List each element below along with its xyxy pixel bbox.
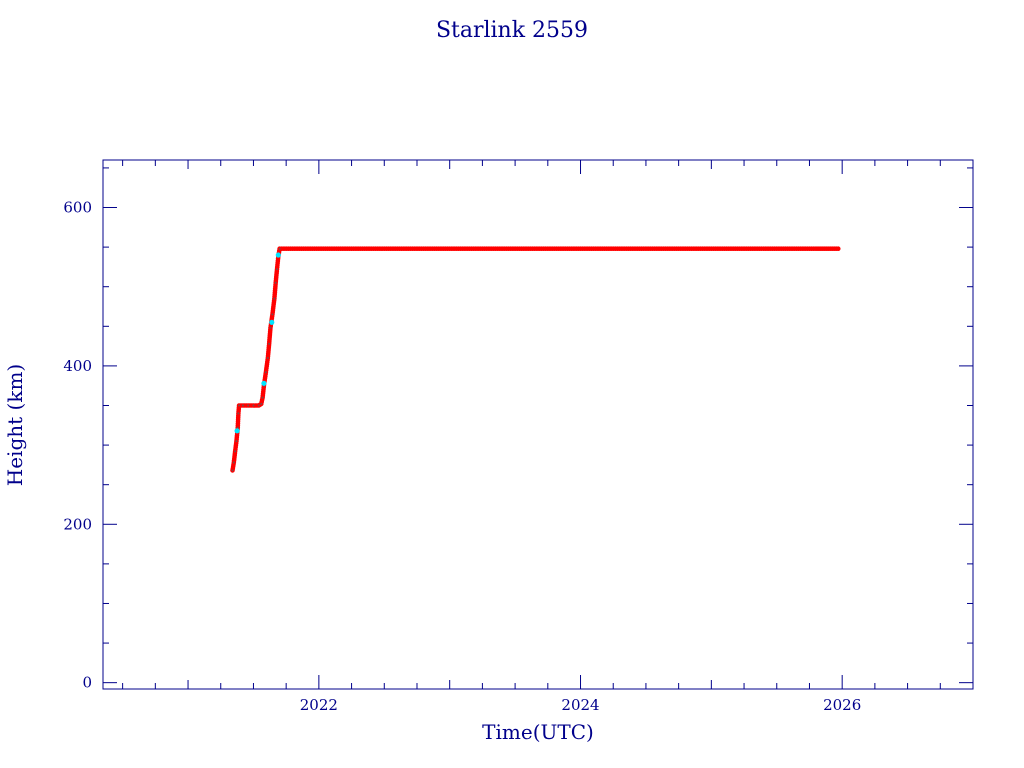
data-point-accent: [236, 426, 239, 429]
data-point-accent: [269, 326, 272, 329]
data-point-accent: [268, 342, 271, 345]
data-point-accent: [238, 404, 241, 407]
data-points: [230, 246, 841, 473]
data-point-accent: [234, 450, 237, 453]
data-point-secondary: [261, 380, 267, 386]
data-point-accent: [235, 440, 238, 443]
data-point-secondary: [275, 252, 281, 258]
data-point-accent: [241, 404, 244, 407]
data-point: [835, 246, 841, 251]
axis-tick-labels: 2022 2024 2026 0 200 400 600: [63, 199, 861, 714]
data-point-accent: [257, 404, 260, 407]
data-point-accent: [266, 356, 269, 359]
data-point-accent: [273, 297, 276, 300]
y-tick-label: 0: [82, 674, 92, 692]
x-tick-label: 2026: [823, 696, 861, 714]
data-point-accent: [261, 396, 264, 399]
data-point-secondary: [269, 319, 275, 325]
data-point-accent: [232, 461, 235, 464]
data-point-secondary: [234, 428, 240, 434]
data-point-accent: [271, 313, 274, 316]
data-point-accent: [264, 371, 267, 374]
data-point-accent: [252, 404, 255, 407]
y-tick-label: 200: [63, 515, 92, 533]
data-point-accent: [260, 402, 263, 405]
chart-title: Starlink 2559: [436, 18, 588, 43]
x-tick-label: 2024: [561, 696, 599, 714]
data-point-accent: [231, 469, 234, 472]
data-point-accent: [247, 404, 250, 407]
plot-frame: [102, 159, 974, 690]
x-axis-title: Time(UTC): [482, 720, 594, 744]
data-point-accent: [278, 247, 281, 250]
x-tick-label: 2022: [300, 696, 338, 714]
y-axis-title: Height (km): [3, 364, 27, 486]
y-tick-label: 600: [63, 199, 92, 217]
data-point-accent: [274, 281, 277, 284]
axis-ticks: [103, 160, 974, 689]
y-tick-label: 400: [63, 357, 92, 375]
data-point-accent: [237, 412, 240, 415]
data-point-accent: [276, 268, 278, 271]
